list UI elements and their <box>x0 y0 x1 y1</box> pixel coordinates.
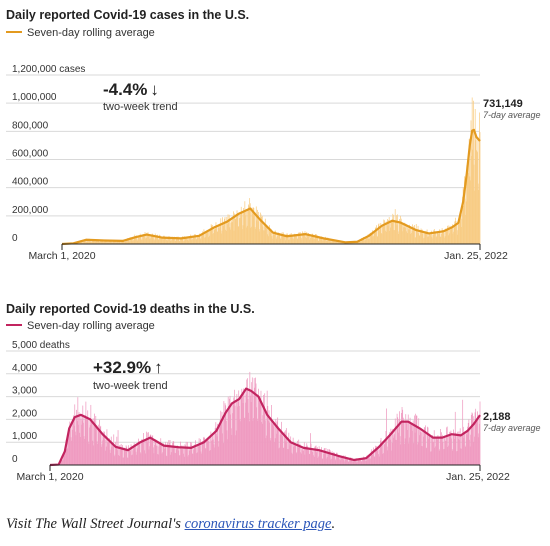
deaths-x-end-label: Jan. 25, 2022 <box>446 471 510 483</box>
down-arrow-icon: ↓ <box>150 80 159 99</box>
cases-y-tick-label: 0 <box>12 233 18 244</box>
cases-end-label: 7-day average <box>483 110 541 120</box>
deaths-legend-label: Seven-day rolling average <box>27 320 155 332</box>
cases-trend-label: two-week trend <box>103 101 178 113</box>
cases-y-axis: 0 200,000 400,000 600,000 800,000 1,000,000 1,… <box>12 64 85 244</box>
deaths-y-tick-label: 1,000 <box>12 431 37 442</box>
deaths-y-tick-label: 3,000 <box>12 386 37 397</box>
deaths-end-value: 2,188 <box>483 411 511 423</box>
deaths-x-start-label: March 1, 2020 <box>16 471 83 483</box>
caption-suffix: . <box>331 516 336 532</box>
cases-gridlines <box>6 74 480 217</box>
caption-prefix: Visit The Wall Street Journal's <box>6 516 185 532</box>
cases-rolling-average-area <box>62 129 480 244</box>
cases-chart: Daily reported Covid-19 cases in the U.S… <box>6 8 541 262</box>
deaths-trend-label: two-week trend <box>93 380 168 392</box>
cases-x-start-label: March 1, 2020 <box>28 250 95 262</box>
cases-y-tick-label: 200,000 <box>12 205 49 216</box>
cases-y-tick-label: 800,000 <box>12 120 49 131</box>
cases-y-tick-label: 1,200,000 cases <box>12 64 85 75</box>
up-arrow-icon: ↑ <box>154 358 163 377</box>
deaths-end-label: 7-day average <box>483 423 541 433</box>
deaths-rolling-average-line <box>49 387 481 467</box>
deaths-title: Daily reported Covid-19 deaths in the U.… <box>6 302 255 316</box>
deaths-daily-bars <box>50 371 481 465</box>
deaths-y-tick-label: 4,000 <box>12 363 37 374</box>
cases-legend-label: Seven-day rolling average <box>27 27 155 39</box>
cases-end-value: 731,149 <box>483 98 523 110</box>
coronavirus-tracker-link[interactable]: coronavirus tracker page <box>184 516 332 532</box>
deaths-y-tick-label: 2,000 <box>12 408 37 419</box>
cases-y-tick-label: 600,000 <box>12 149 49 160</box>
cases-trend-percent: -4.4% <box>103 80 147 99</box>
deaths-chart: Daily reported Covid-19 deaths in the U.… <box>6 302 541 483</box>
cases-daily-bars <box>62 97 481 244</box>
deaths-y-axis: 0 1,000 2,000 3,000 4,000 5,000 deaths <box>12 340 70 465</box>
cases-x-end-label: Jan. 25, 2022 <box>444 250 508 262</box>
deaths-y-tick-label: 5,000 deaths <box>12 340 70 351</box>
cases-y-tick-label: 1,000,000 <box>12 92 57 103</box>
covid-charts: Daily reported Covid-19 cases in the U.S… <box>6 8 541 483</box>
cases-title: Daily reported Covid-19 cases in the U.S… <box>6 8 249 22</box>
deaths-y-tick-label: 0 <box>12 454 18 465</box>
deaths-trend-value: +32.9% ↑ <box>93 358 163 377</box>
deaths-rolling-average-area <box>50 388 480 465</box>
caption: Visit The Wall Street Journal's coronavi… <box>6 516 335 533</box>
cases-rolling-average-line <box>61 128 481 246</box>
cases-trend-value: -4.4% ↓ <box>103 80 159 99</box>
cases-y-tick-label: 400,000 <box>12 177 49 188</box>
deaths-trend-percent: +32.9% <box>93 358 151 377</box>
